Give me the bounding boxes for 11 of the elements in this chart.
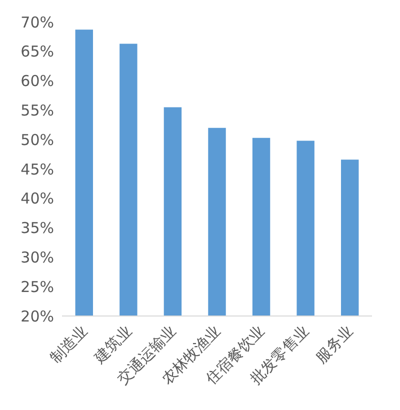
y-tick-label: 70% [20, 13, 54, 32]
y-tick-label: 45% [20, 160, 54, 178]
y-tick-label: 35% [20, 219, 54, 238]
y-tick-label: 65% [20, 42, 54, 61]
y-tick-label: 30% [20, 248, 54, 267]
x-tick-label: 服务业 [312, 322, 357, 367]
y-tick-label: 50% [20, 130, 54, 149]
y-tick-label: 55% [20, 102, 54, 120]
y-tick-label: 60% [20, 72, 54, 90]
y-tick-label: 25% [20, 278, 54, 296]
y-tick-label: 40% [20, 190, 54, 208]
